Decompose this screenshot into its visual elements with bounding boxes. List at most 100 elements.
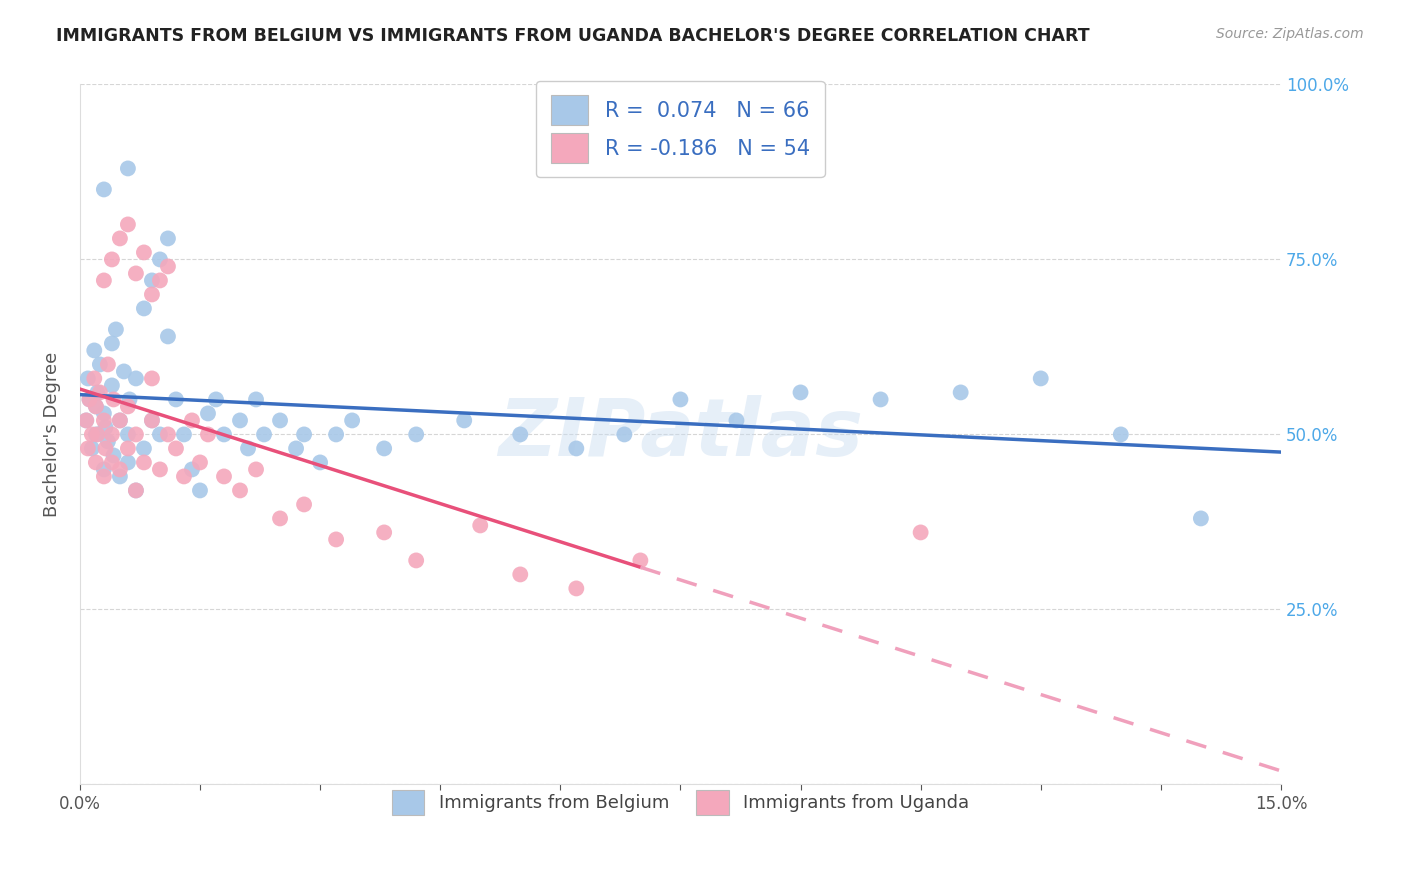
Point [181, 462, 204, 476]
Point [613, 427, 636, 442]
Point [405, 553, 427, 567]
Point [104, 322, 127, 336]
Point [269, 413, 291, 427]
Point [117, 218, 139, 232]
Point [205, 392, 228, 407]
Point [725, 413, 748, 427]
Point [156, 329, 179, 343]
Point [165, 442, 187, 456]
Point [77, 442, 100, 456]
Point [156, 231, 179, 245]
Point [149, 252, 172, 267]
Point [236, 442, 259, 456]
Point [97, 358, 120, 372]
Point [84, 400, 107, 414]
Point [93, 182, 115, 196]
Point [117, 161, 139, 176]
Point [869, 392, 891, 407]
Point [565, 442, 588, 456]
Point [84, 427, 107, 442]
Point [86, 385, 108, 400]
Point [125, 483, 148, 498]
Text: ZIPatlas: ZIPatlas [498, 395, 863, 474]
Point [93, 462, 115, 476]
Point [80, 442, 103, 456]
Point [93, 413, 115, 427]
Point [108, 469, 131, 483]
Point [197, 406, 219, 420]
Point [910, 525, 932, 540]
Point [97, 434, 120, 449]
Point [405, 427, 427, 442]
Point [188, 483, 211, 498]
Point [79, 392, 101, 407]
Point [93, 273, 115, 287]
Point [156, 427, 179, 442]
Point [309, 455, 332, 469]
Point [565, 582, 588, 596]
Point [77, 371, 100, 385]
Point [125, 483, 148, 498]
Point [628, 553, 651, 567]
Point [253, 427, 276, 442]
Point [94, 442, 117, 456]
Point [75, 413, 97, 427]
Point [1029, 371, 1052, 385]
Point [141, 287, 163, 301]
Point [149, 462, 172, 476]
Point [132, 301, 155, 316]
Point [373, 442, 395, 456]
Point [181, 413, 204, 427]
Text: IMMIGRANTS FROM BELGIUM VS IMMIGRANTS FROM UGANDA BACHELOR'S DEGREE CORRELATION : IMMIGRANTS FROM BELGIUM VS IMMIGRANTS FR… [56, 27, 1090, 45]
Point [84, 455, 107, 469]
Point [470, 518, 492, 533]
Point [132, 455, 155, 469]
Point [125, 427, 148, 442]
Point [101, 378, 124, 392]
Point [89, 385, 111, 400]
Point [229, 413, 252, 427]
Point [103, 449, 125, 463]
Point [173, 469, 195, 483]
Point [79, 392, 101, 407]
Point [340, 413, 363, 427]
Point [117, 442, 139, 456]
Point [292, 427, 315, 442]
Point [89, 358, 111, 372]
Point [949, 385, 972, 400]
Point [229, 483, 252, 498]
Point [112, 364, 135, 378]
Point [125, 371, 148, 385]
Point [212, 469, 235, 483]
Point [84, 400, 107, 414]
Point [117, 427, 139, 442]
Point [141, 371, 163, 385]
Point [108, 413, 131, 427]
Point [149, 273, 172, 287]
Point [94, 420, 117, 434]
Point [101, 336, 124, 351]
Point [141, 273, 163, 287]
Point [789, 385, 811, 400]
Point [108, 413, 131, 427]
Point [149, 427, 172, 442]
Point [269, 511, 291, 525]
Point [101, 427, 124, 442]
Point [125, 267, 148, 281]
Point [117, 400, 139, 414]
Point [75, 413, 97, 427]
Point [101, 455, 124, 469]
Point [188, 455, 211, 469]
Y-axis label: Bachelor's Degree: Bachelor's Degree [44, 351, 60, 517]
Point [156, 260, 179, 274]
Point [80, 427, 103, 442]
Point [108, 231, 131, 245]
Point [108, 462, 131, 476]
Point [212, 427, 235, 442]
Point [325, 533, 347, 547]
Point [292, 498, 315, 512]
Point [132, 442, 155, 456]
Point [103, 392, 125, 407]
Point [165, 392, 187, 407]
Point [197, 427, 219, 442]
